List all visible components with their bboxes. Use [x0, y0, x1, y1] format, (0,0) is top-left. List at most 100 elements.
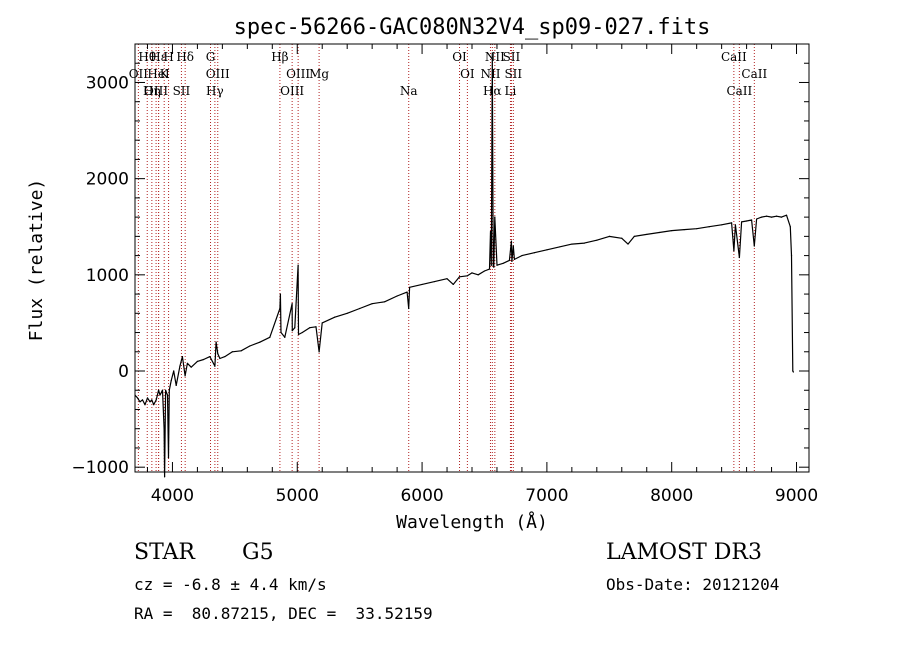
- data-point: [491, 53, 493, 55]
- data-point: [608, 235, 610, 237]
- data-point: [168, 389, 170, 391]
- data-point: [775, 215, 778, 217]
- data-point: [240, 350, 242, 352]
- data-point: [181, 355, 184, 358]
- x-axis: 4000 5000 6000 7000 8000 9000: [146, 44, 818, 506]
- marker-label: Na: [400, 84, 418, 98]
- data-point: [734, 224, 736, 226]
- data-point: [483, 270, 486, 272]
- marker-label: Hβ: [271, 50, 288, 64]
- data-point: [167, 456, 170, 459]
- data-point: [408, 307, 410, 310]
- data-point: [215, 341, 217, 343]
- data-point: [633, 235, 635, 237]
- data-point: [753, 245, 755, 247]
- obs-date: Obs-Date: 20121204: [606, 575, 780, 594]
- data-point: [153, 404, 155, 406]
- data-point: [408, 286, 411, 288]
- data-point: [696, 228, 698, 230]
- data-point: [297, 264, 299, 266]
- data-point: [164, 389, 167, 391]
- data-point: [738, 256, 740, 259]
- data-point: [279, 293, 282, 295]
- marker-label: Hθ: [138, 50, 156, 64]
- data-point: [209, 355, 211, 358]
- marker-label: Hγ: [206, 84, 224, 98]
- data-point: [583, 242, 585, 244]
- data-point: [318, 351, 320, 353]
- data-point: [471, 272, 473, 274]
- data-point: [546, 249, 548, 251]
- y-tick-label: 2000: [86, 170, 129, 190]
- data-point: [792, 371, 794, 373]
- data-point: [291, 303, 293, 305]
- chart-title: spec-56266-GAC080N32V4_sp09-027.fits: [234, 15, 711, 40]
- data-point: [269, 336, 271, 338]
- marker-label: HeI: [147, 67, 170, 81]
- marker-label: Mg: [309, 67, 329, 81]
- data-point: [359, 307, 361, 310]
- spectrum-line: [134, 52, 794, 478]
- data-point: [173, 370, 175, 372]
- data-point: [789, 226, 791, 228]
- data-point: [175, 384, 177, 387]
- spectrum-series: [134, 52, 794, 478]
- data-point: [533, 252, 536, 254]
- emission-line-labels: HθOIIOIIIHεKHηHHeISIIHδOIIIHγGOIIIOIIIHβ…: [129, 50, 768, 98]
- marker-label: NII: [480, 67, 500, 81]
- marker-label: H: [163, 50, 173, 64]
- data-point: [170, 380, 172, 382]
- data-point: [512, 245, 514, 247]
- data-point: [741, 221, 743, 223]
- data-point: [294, 327, 296, 329]
- data-point: [139, 401, 141, 403]
- data-point: [458, 276, 461, 278]
- data-point: [146, 397, 149, 399]
- data-point: [196, 360, 199, 362]
- data-point: [755, 218, 758, 220]
- data-point: [309, 327, 311, 329]
- x-tick-label: 9000: [775, 486, 818, 506]
- data-point: [249, 345, 251, 347]
- data-point: [214, 365, 216, 367]
- data-point: [511, 260, 513, 262]
- data-point: [161, 389, 164, 391]
- object-class: STAR: [134, 540, 195, 565]
- data-point: [203, 358, 205, 361]
- data-point: [466, 275, 468, 277]
- y-tick-label: 1000: [86, 266, 129, 286]
- data-point: [224, 355, 226, 358]
- marker-label: K: [160, 67, 170, 81]
- data-point: [760, 216, 763, 218]
- data-point: [301, 331, 303, 334]
- data-point: [291, 330, 293, 332]
- marker-label: CaII: [741, 67, 767, 81]
- data-point: [750, 219, 753, 221]
- data-point: [184, 375, 186, 377]
- marker-label: Hδ: [176, 50, 194, 64]
- data-point: [334, 316, 336, 318]
- data-point: [493, 266, 495, 268]
- data-point: [658, 231, 660, 234]
- data-point: [494, 216, 496, 218]
- marker-label: SII: [173, 84, 191, 98]
- coordinates: RA = 80.87215, DEC = 33.52159: [134, 604, 433, 623]
- data-point: [446, 278, 448, 280]
- data-point: [765, 215, 768, 217]
- data-point: [280, 331, 282, 334]
- x-tick-label: 7000: [525, 486, 568, 506]
- survey-name: LAMOST DR3: [606, 540, 762, 565]
- data-point: [155, 399, 157, 401]
- x-tick-label: 5000: [276, 486, 319, 506]
- marker-label: Hη: [143, 84, 161, 98]
- data-point: [149, 401, 151, 403]
- marker-label: G: [206, 50, 216, 64]
- data-point: [141, 399, 144, 401]
- data-point: [671, 229, 673, 232]
- data-point: [144, 404, 146, 406]
- data-point: [163, 428, 165, 430]
- data-point: [284, 336, 286, 338]
- data-point: [708, 226, 710, 228]
- data-point: [219, 357, 221, 360]
- data-point: [163, 476, 166, 478]
